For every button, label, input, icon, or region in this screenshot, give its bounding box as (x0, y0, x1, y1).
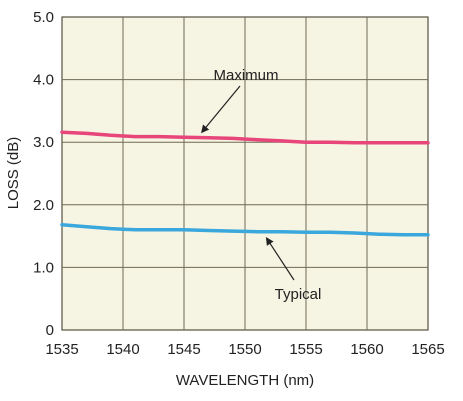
x-tick-label: 1540 (106, 341, 139, 358)
x-tick-label: 1555 (289, 341, 322, 358)
x-tick-labels: 1535 1540 1545 1550 1555 1560 1565 (45, 341, 444, 358)
annotation-label: Maximum (213, 67, 278, 84)
series-line-typical (60, 223, 430, 237)
x-tick-label: 1565 (411, 341, 444, 358)
grid-lines (62, 17, 428, 330)
y-tick-label: 2.0 (33, 197, 54, 214)
annotation-arrow (201, 85, 241, 134)
annotations: Maximum Typical (201, 67, 322, 303)
annotation-label: Typical (275, 286, 322, 303)
y-tick-label: 0 (46, 322, 54, 339)
y-tick-label: 4.0 (33, 72, 54, 89)
x-axis-title: WAVELENGTH (nm) (176, 372, 314, 389)
series-line-maximum (60, 130, 430, 145)
y-tick-label: 1.0 (33, 259, 54, 276)
y-axis-title: LOSS (dB) (5, 137, 22, 210)
x-tick-label: 1560 (350, 341, 383, 358)
annotation-arrow (265, 237, 295, 281)
y-tick-label: 5.0 (33, 9, 54, 26)
x-tick-label: 1550 (228, 341, 261, 358)
y-tick-label: 3.0 (33, 134, 54, 151)
series-lines (60, 130, 430, 237)
x-tick-label: 1535 (45, 341, 78, 358)
x-tick-label: 1545 (167, 341, 200, 358)
y-tick-labels: 0 1.0 2.0 3.0 4.0 5.0 (33, 9, 54, 339)
